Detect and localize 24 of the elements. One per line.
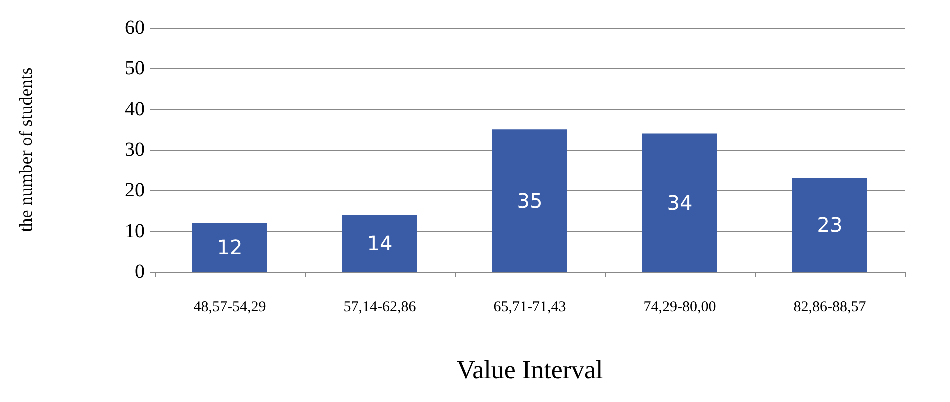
x-axis-title: Value Interval bbox=[456, 356, 604, 384]
data-label: 12 bbox=[217, 236, 243, 260]
data-label: 34 bbox=[667, 190, 693, 215]
x-tick-label: 65,71-71,43 bbox=[494, 300, 566, 316]
bar bbox=[492, 130, 568, 272]
y-tick-label: 60 bbox=[125, 17, 145, 39]
y-tick-label: 40 bbox=[125, 98, 145, 120]
y-tick-label: 10 bbox=[125, 220, 145, 242]
x-tick-label: 48,57-54,29 bbox=[194, 300, 266, 316]
bar bbox=[342, 215, 418, 272]
data-label: 23 bbox=[817, 213, 843, 238]
bar bbox=[642, 134, 718, 272]
x-tick-label: 82,86-88,57 bbox=[794, 300, 867, 316]
x-tick-label: 74,29-80,00 bbox=[644, 300, 716, 316]
y-tick-label: 30 bbox=[125, 139, 145, 161]
y-tick-label: 20 bbox=[125, 180, 145, 202]
bar bbox=[192, 223, 268, 272]
y-tick-label: 0 bbox=[135, 261, 145, 283]
x-tick-label: 57,14-62,86 bbox=[344, 300, 417, 316]
data-label: 35 bbox=[517, 188, 543, 213]
y-axis-title: the number of students bbox=[16, 68, 36, 232]
bar bbox=[792, 178, 868, 272]
data-label: 14 bbox=[367, 232, 393, 256]
y-tick-label: 50 bbox=[125, 58, 145, 80]
